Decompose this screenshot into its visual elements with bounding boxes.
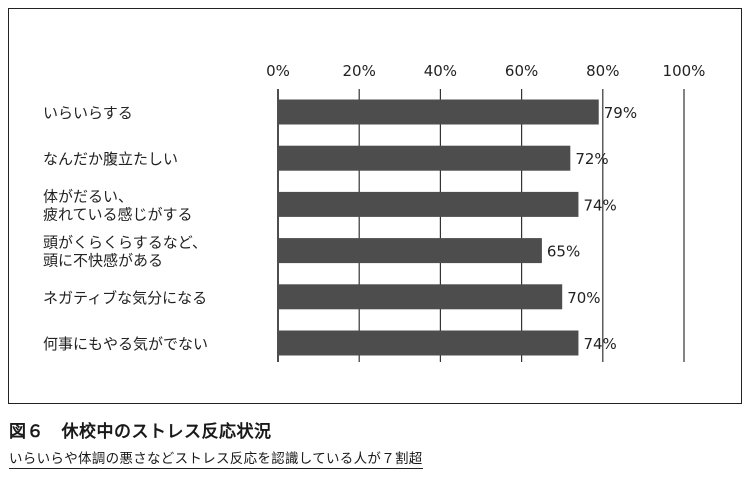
bar <box>278 330 579 356</box>
x-tick-label: 20% <box>343 62 376 80</box>
category-label: 頭に不快感がある <box>43 252 163 270</box>
bar-value-label: 65% <box>547 243 580 261</box>
category-label: ネガティブな気分になる <box>43 289 207 307</box>
x-tick-label: 40% <box>424 62 457 80</box>
x-tick-label: 60% <box>505 62 538 80</box>
bar-value-label: 74% <box>583 335 616 353</box>
x-tick-label: 80% <box>586 62 619 80</box>
bar-value-label: 79% <box>604 104 637 122</box>
bar <box>278 99 599 125</box>
bar <box>278 145 571 171</box>
bar-chart: 0% 20% 40% 60% 80% 100% 79% いらいらする 72% なんだか腹立たしい 7… <box>43 62 706 362</box>
x-tick-label: 100% <box>663 62 706 80</box>
category-label: 疲れている感じがする <box>43 205 193 223</box>
chart-frame: 0% 20% 40% 60% 80% 100% 79% いらいらする 72% なんだか腹立たしい 7… <box>8 8 742 404</box>
x-tick-label: 0% <box>266 62 290 80</box>
category-label: 何事にもやる気がでない <box>43 335 208 353</box>
category-label: いらいらする <box>43 104 133 122</box>
bar-value-label: 74% <box>583 196 616 214</box>
bar-value-label: 70% <box>567 289 600 307</box>
category-label: 頭がくらくらするなど、 <box>43 234 207 252</box>
figure-caption-title: 図６ 休校中のストレス反応状況 <box>9 422 272 442</box>
bar <box>278 284 563 310</box>
bar-value-label: 72% <box>575 150 608 168</box>
bar <box>278 191 579 217</box>
category-label: なんだか腹立たしい <box>43 150 178 168</box>
figure-caption-subtitle: いらいらや体調の悪さなどストレス反応を認識している人が７割超 <box>9 447 423 469</box>
category-label: 体がだるい、 <box>43 187 133 205</box>
bar <box>278 238 542 264</box>
